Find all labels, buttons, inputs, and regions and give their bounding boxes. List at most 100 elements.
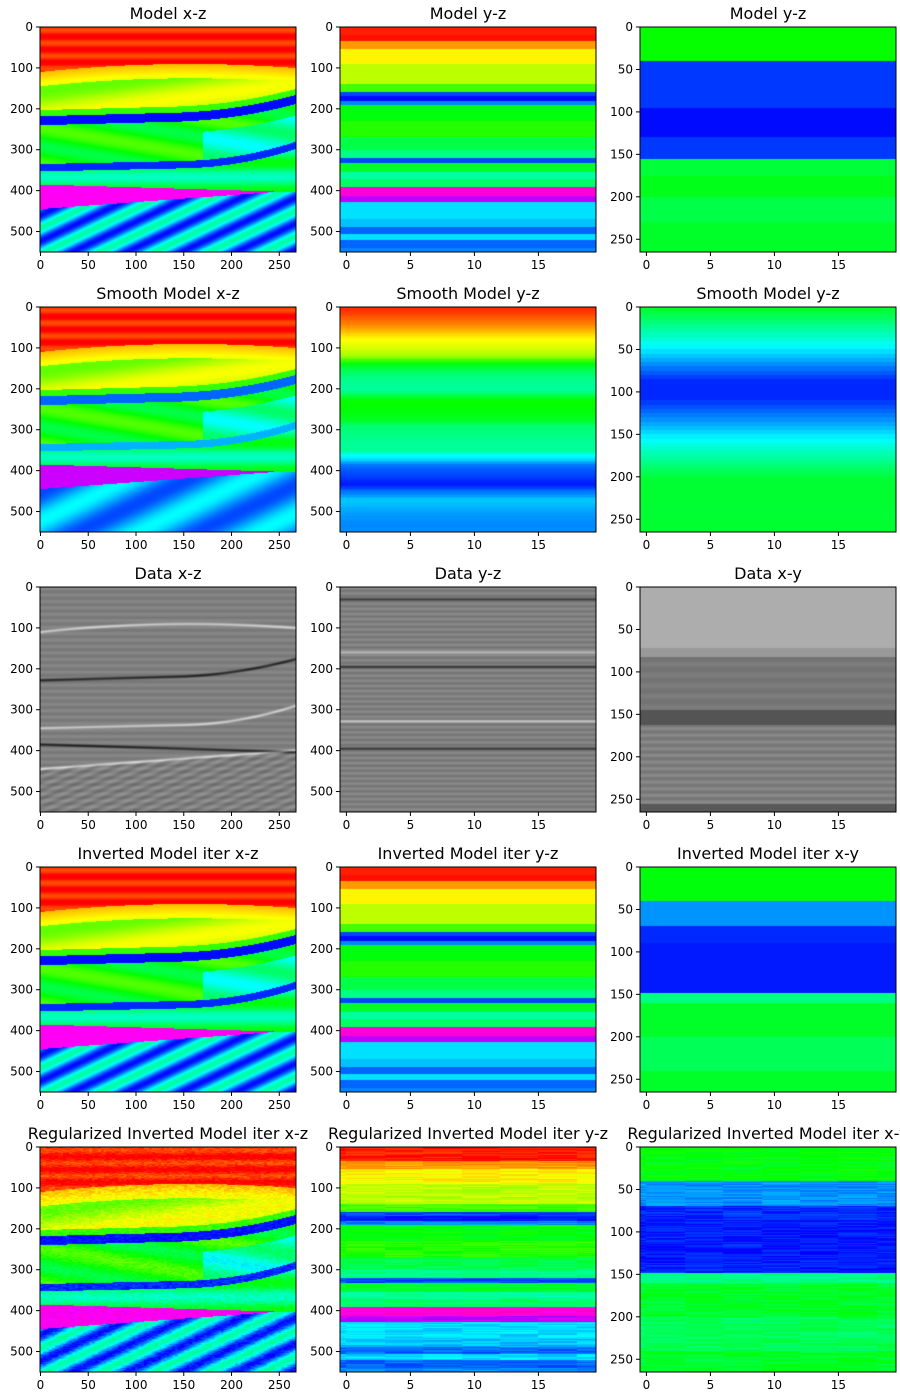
heatmap-image xyxy=(340,1147,596,1372)
x-tick-label: 100 xyxy=(125,258,148,272)
y-tick-label: 50 xyxy=(618,342,633,356)
panel-title: Smooth Model x-z xyxy=(96,284,240,303)
panel-title: Model y-z xyxy=(430,4,506,23)
y-tick-label: 200 xyxy=(10,1222,33,1236)
heatmap-image xyxy=(340,307,596,532)
x-tick-label: 10 xyxy=(467,258,482,272)
y-tick-label: 250 xyxy=(610,1352,633,1366)
x-tick-label: 50 xyxy=(81,258,96,272)
x-tick-label: 100 xyxy=(125,818,148,832)
x-tick-label: 15 xyxy=(531,538,546,552)
x-tick-label: 0 xyxy=(343,818,351,832)
panel-11: Inverted Model iter y-z 0 5 10 15 0 100 200 300 4… xyxy=(310,844,597,1112)
x-tick-label: 10 xyxy=(767,1378,782,1392)
panel-title: Smooth Model y-z xyxy=(396,284,539,303)
panel-title: Regularized Inverted Model iter y-z xyxy=(328,1124,608,1143)
heatmap-image xyxy=(640,587,896,812)
x-tick-label: 10 xyxy=(467,538,482,552)
y-tick-label: 500 xyxy=(310,785,333,799)
panel-14: Regularized Inverted Model iter y-z0 5 10 1… xyxy=(310,1124,608,1392)
y-tick-label: 200 xyxy=(10,382,33,396)
x-tick-label: 10 xyxy=(767,1098,782,1112)
y-tick-label: 400 xyxy=(10,464,33,478)
y-tick-label: 0 xyxy=(25,20,33,34)
y-tick-label: 0 xyxy=(25,580,33,594)
y-tick-label: 0 xyxy=(325,300,333,314)
x-tick-label: 100 xyxy=(125,1378,148,1392)
x-tick-label: 5 xyxy=(707,818,715,832)
panel-2: Model y-z 0 5 10 15 0 100 200 300 400 500 xyxy=(310,4,597,272)
axes-frame xyxy=(339,306,597,533)
x-tick-label: 50 xyxy=(81,818,96,832)
y-tick-label: 200 xyxy=(610,1310,633,1324)
axes-frame xyxy=(39,1146,297,1373)
x-tick-label: 0 xyxy=(343,1098,351,1112)
y-tick-label: 100 xyxy=(610,105,633,119)
x-tick-label: 5 xyxy=(407,818,415,832)
panel-12: Inverted Model iter x-y0 5 10 1505010015020… xyxy=(610,844,897,1112)
x-tick-label: 0 xyxy=(37,1098,45,1112)
x-tick-label: 10 xyxy=(467,1378,482,1392)
x-tick-label: 50 xyxy=(81,1378,96,1392)
y-tick-label: 50 xyxy=(618,62,633,76)
y-tick-label: 200 xyxy=(310,382,333,396)
x-tick-label: 0 xyxy=(643,818,651,832)
y-tick-label: 200 xyxy=(610,470,633,484)
x-tick-label: 50 xyxy=(81,1098,96,1112)
y-tick-label: 400 xyxy=(310,184,333,198)
y-tick-label: 200 xyxy=(310,102,333,116)
y-tick-label: 300 xyxy=(10,983,33,997)
panel-title: Smooth Model y-z xyxy=(696,284,839,303)
axes-frame xyxy=(39,306,297,533)
x-tick-label: 50 xyxy=(81,538,96,552)
panel-10: Inverted Model iter x-z 0 50 100 150 200 250 0 1… xyxy=(10,844,297,1112)
x-tick-label: 5 xyxy=(707,258,715,272)
x-tick-label: 15 xyxy=(531,1098,546,1112)
x-tick-label: 0 xyxy=(37,538,45,552)
y-tick-label: 150 xyxy=(610,987,633,1001)
y-tick-label: 250 xyxy=(610,792,633,806)
x-tick-label: 200 xyxy=(220,1378,243,1392)
y-tick-label: 250 xyxy=(610,512,633,526)
y-tick-label: 50 xyxy=(618,622,633,636)
x-tick-label: 10 xyxy=(467,818,482,832)
panel-title: Inverted Model iter x-y xyxy=(677,844,859,863)
x-tick-label: 150 xyxy=(172,1098,195,1112)
y-tick-label: 0 xyxy=(325,1140,333,1154)
axes-frame xyxy=(39,26,297,253)
y-tick-label: 200 xyxy=(10,102,33,116)
x-tick-label: 15 xyxy=(831,1378,846,1392)
x-tick-label: 15 xyxy=(831,538,846,552)
y-tick-label: 100 xyxy=(310,341,333,355)
y-tick-label: 50 xyxy=(618,902,633,916)
y-tick-label: 50 xyxy=(618,1182,633,1196)
y-tick-label: 400 xyxy=(310,1304,333,1318)
y-tick-label: 300 xyxy=(10,703,33,717)
y-tick-label: 0 xyxy=(625,20,633,34)
x-tick-label: 150 xyxy=(172,258,195,272)
y-tick-label: 400 xyxy=(10,1304,33,1318)
x-tick-label: 0 xyxy=(643,258,651,272)
x-tick-label: 200 xyxy=(220,818,243,832)
y-tick-label: 300 xyxy=(310,143,333,157)
x-tick-label: 5 xyxy=(707,538,715,552)
panel-1: Model x-z 0 50 100 150 200 250 0 100 200 300 400 500 xyxy=(10,4,297,272)
y-tick-label: 300 xyxy=(10,143,33,157)
y-tick-label: 100 xyxy=(610,945,633,959)
axes-frame xyxy=(639,586,897,813)
y-tick-label: 0 xyxy=(25,860,33,874)
heatmap-image xyxy=(640,1147,896,1372)
x-tick-label: 15 xyxy=(831,1098,846,1112)
y-tick-label: 100 xyxy=(610,385,633,399)
x-tick-label: 5 xyxy=(707,1378,715,1392)
y-tick-label: 0 xyxy=(25,300,33,314)
y-tick-label: 300 xyxy=(310,983,333,997)
panel-13: Regularized Inverted Model iter x-z0 50 10… xyxy=(10,1124,308,1392)
y-tick-label: 400 xyxy=(10,184,33,198)
x-tick-label: 250 xyxy=(268,1378,291,1392)
panel-title: Inverted Model iter y-z xyxy=(378,844,559,863)
x-tick-label: 10 xyxy=(467,1098,482,1112)
